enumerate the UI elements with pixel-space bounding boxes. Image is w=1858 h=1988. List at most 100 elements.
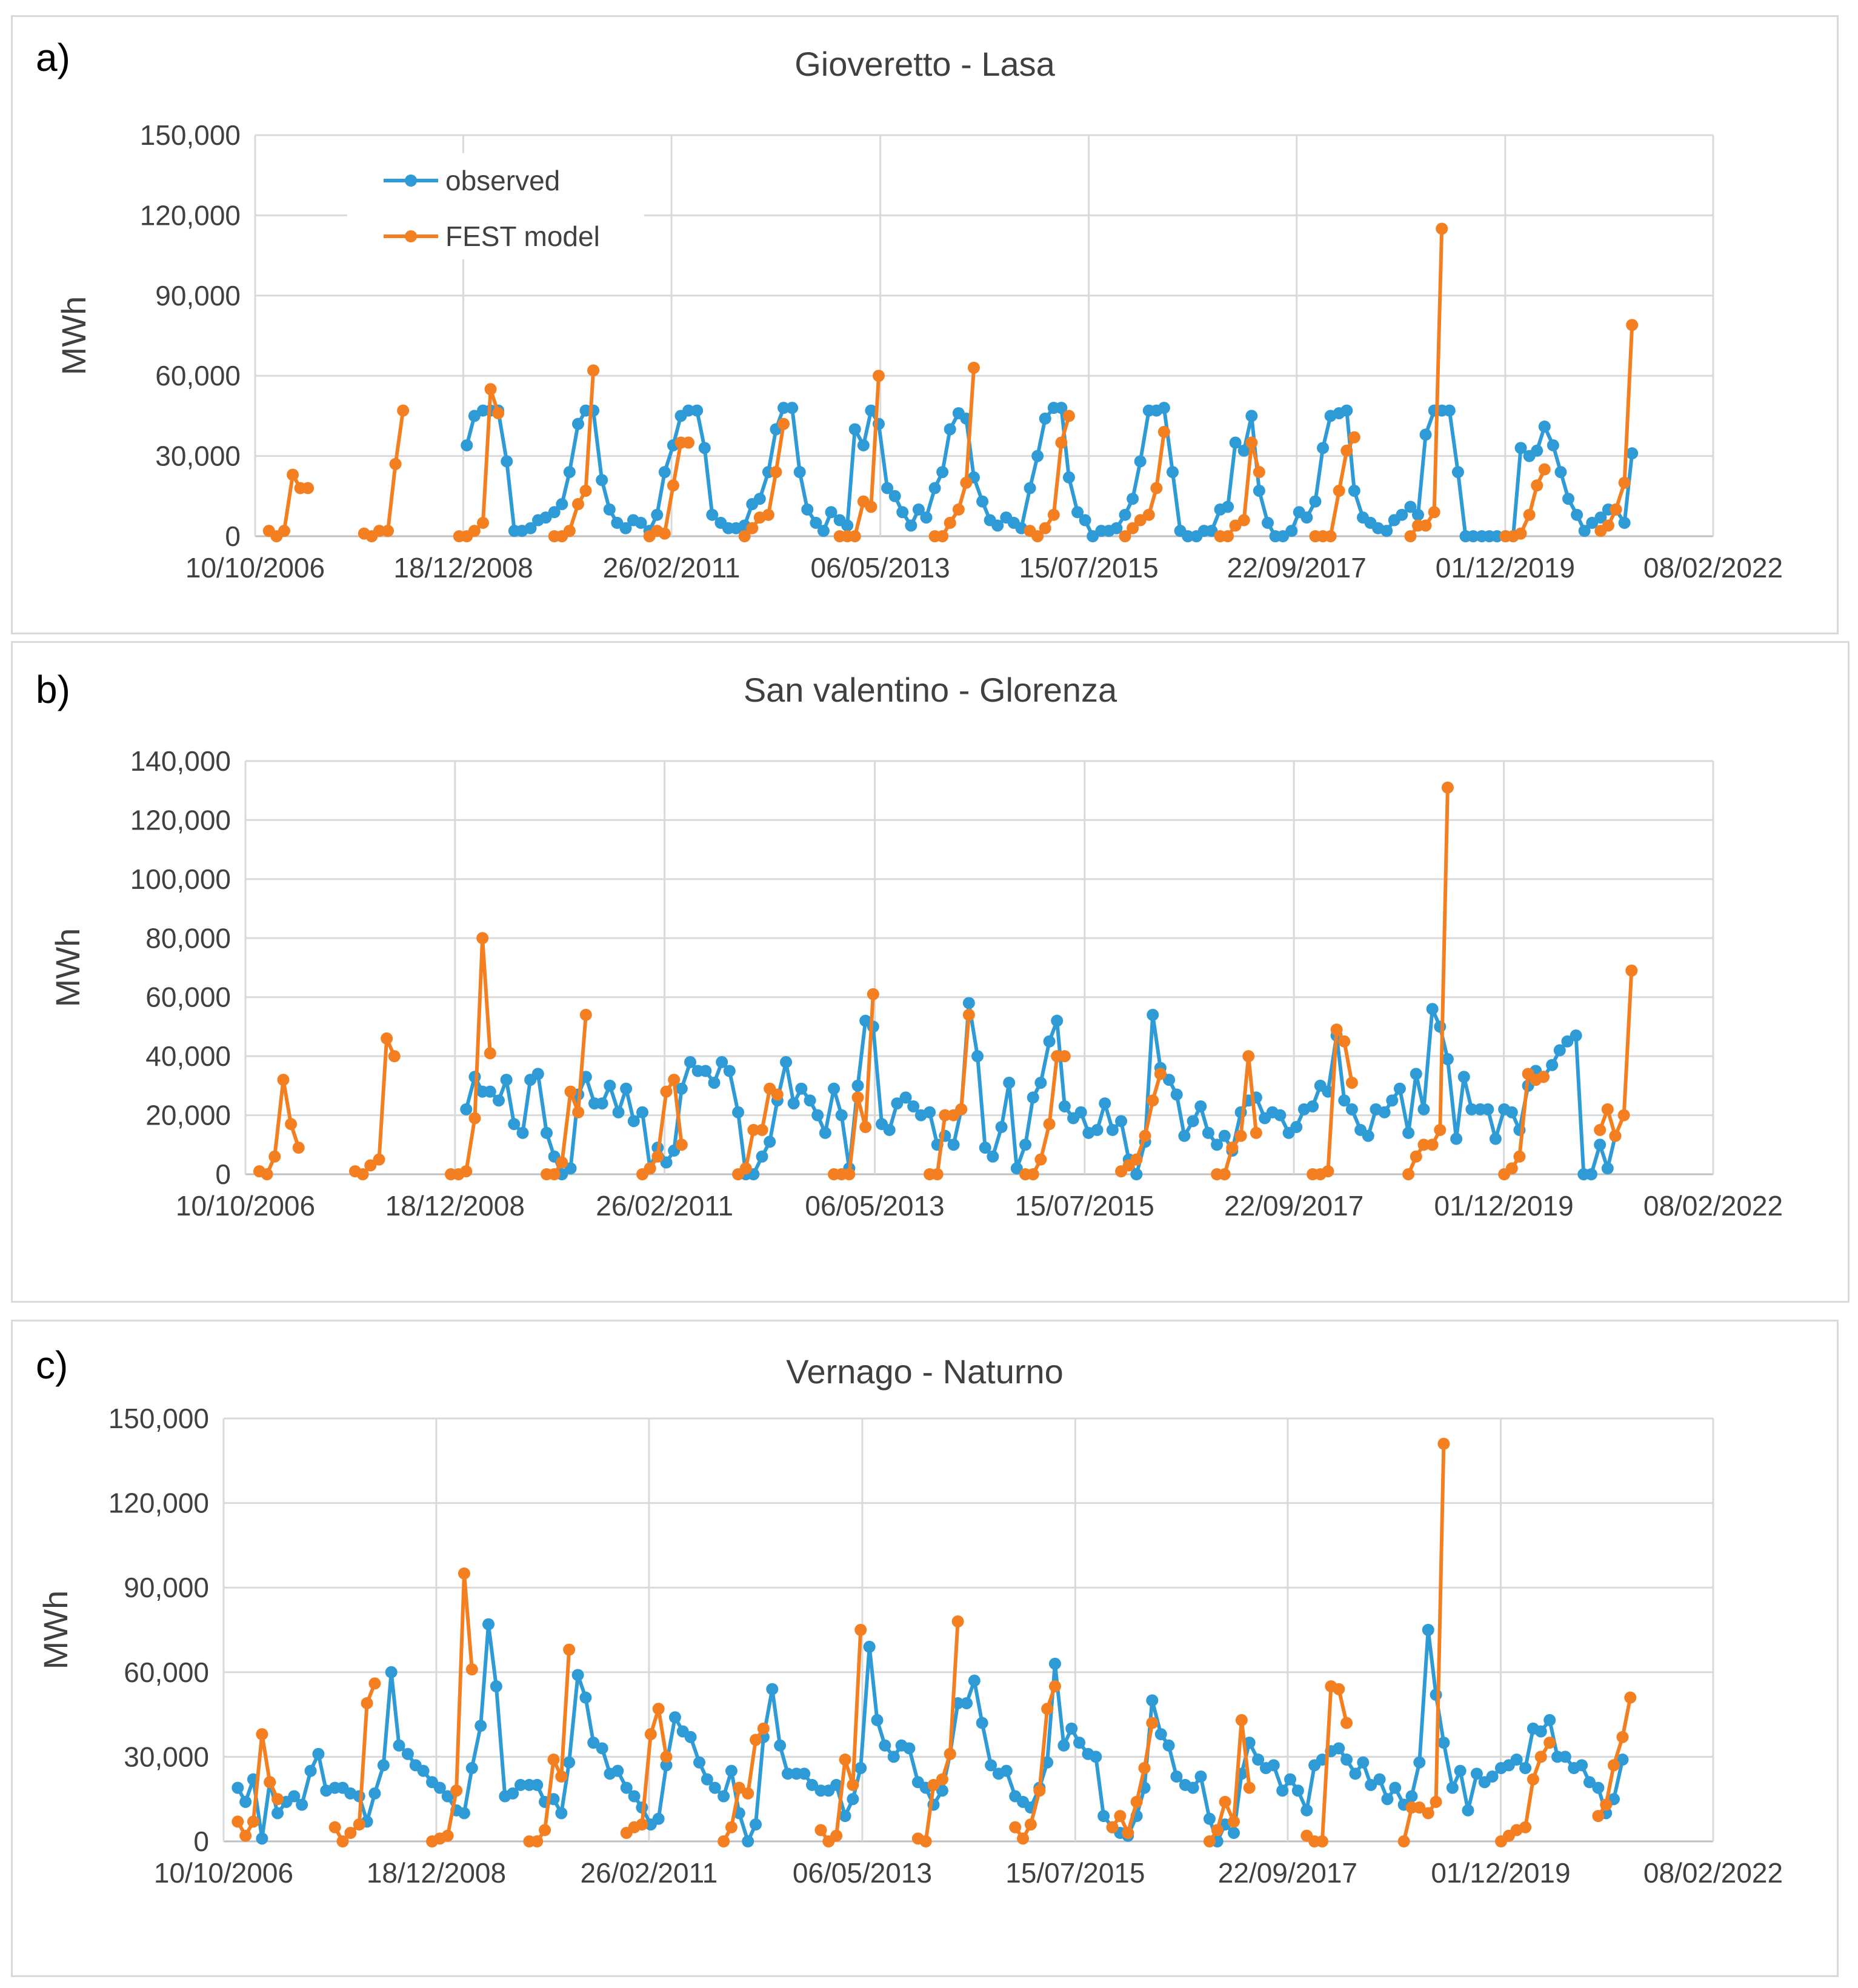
observed-series-point: [1412, 508, 1425, 521]
model-series-point: [962, 1008, 975, 1021]
observed-series-point: [682, 404, 695, 417]
model-series-line: [819, 1629, 863, 1843]
observed-series-point: [698, 442, 711, 454]
observed-series-point: [774, 1739, 787, 1752]
observed-series-point: [231, 1781, 244, 1794]
model-series-point: [742, 1787, 754, 1800]
observed-series-point: [385, 1666, 398, 1678]
model-series-point: [587, 364, 600, 377]
observed-series-point: [1531, 444, 1543, 457]
model-series-point: [247, 1815, 259, 1828]
y-axis-label: MWh: [55, 296, 93, 376]
model-series-point: [231, 1815, 244, 1828]
observed-series-point: [857, 439, 870, 451]
observed-series-point: [871, 1714, 884, 1726]
y-tick-label: 0: [225, 520, 241, 552]
y-tick-label: 100,000: [130, 863, 231, 895]
observed-series-point: [1043, 1035, 1056, 1048]
model-series-point: [356, 1168, 369, 1180]
model-series-point: [1245, 436, 1258, 449]
model-series-point: [1017, 1832, 1030, 1845]
observed-series-point: [1074, 1106, 1087, 1119]
observed-series-point: [675, 1082, 688, 1095]
model-series-point: [718, 1835, 730, 1847]
model-series-point: [1228, 1815, 1240, 1828]
observed-series-point: [1228, 1827, 1240, 1840]
model-series-point: [563, 525, 576, 537]
observed-series-point: [1451, 466, 1464, 479]
model-series-point: [960, 476, 973, 489]
observed-series-point: [847, 1793, 859, 1806]
observed-series-point: [1099, 1097, 1111, 1110]
model-series-point: [644, 1162, 656, 1175]
observed-series-point: [256, 1832, 268, 1845]
observed-series-point: [1039, 412, 1051, 425]
model-series-point: [1534, 1750, 1547, 1763]
model-series-point: [770, 466, 782, 479]
observed-series-point: [1211, 1139, 1224, 1151]
observed-series-point: [1450, 1132, 1463, 1145]
model-series-point: [373, 1153, 385, 1166]
observed-series-point: [936, 466, 949, 479]
observed-series-point: [368, 1787, 381, 1800]
observed-series-point: [1381, 1793, 1394, 1806]
observed-series-point: [239, 1795, 252, 1808]
model-series-line: [363, 410, 405, 538]
model-series-point: [1333, 484, 1345, 497]
observed-series-point: [482, 1618, 495, 1631]
model-series-point: [847, 1778, 859, 1791]
observed-series-point: [912, 503, 925, 516]
observed-series-point: [1443, 404, 1456, 417]
model-series-point: [1237, 514, 1250, 527]
chart-plot-area: 0 30,000 60,000 90,000 120,000 150,000 10/10/2…: [36, 1403, 1783, 1889]
observed-series-point: [1027, 1091, 1039, 1104]
observed-series-point: [1519, 1762, 1532, 1775]
panel-letter: c): [36, 1343, 68, 1387]
model-series-point: [1404, 530, 1417, 542]
y-tick-label: 30,000: [155, 440, 241, 472]
model-series-point: [1218, 1168, 1231, 1180]
observed-series-point: [691, 404, 704, 417]
y-tick-label: 90,000: [155, 280, 241, 311]
observed-series-point: [1055, 402, 1068, 414]
observed-series-point: [1267, 1759, 1280, 1772]
model-series-point: [725, 1821, 738, 1833]
observed-series-point: [777, 402, 790, 414]
observed-series-point: [1393, 1082, 1406, 1095]
model-series-point: [859, 1121, 872, 1134]
observed-series-point: [701, 1773, 713, 1786]
observed-series-line: [236, 1622, 1625, 1843]
model-series-point: [476, 516, 489, 529]
observed-series-point: [1290, 1121, 1303, 1134]
model-series-point: [777, 417, 790, 430]
observed-series-point: [1446, 1781, 1459, 1794]
observed-series-point: [684, 1730, 697, 1743]
model-series-point: [1618, 476, 1631, 489]
model-series-point: [1043, 1118, 1056, 1131]
panel-letter: a): [36, 36, 70, 79]
observed-series-point: [841, 519, 854, 532]
observed-series-point: [888, 490, 901, 502]
observed-series-point: [1410, 1068, 1422, 1080]
y-tick-label: 120,000: [130, 804, 231, 836]
model-series-point: [667, 479, 679, 492]
chart-panel-a: a) Gioveretto - Lasa 0 30,000 60,000 90,000…: [11, 15, 1839, 634]
model-series-point: [1024, 1818, 1037, 1831]
observed-series-point: [1182, 530, 1194, 542]
model-series-point: [927, 1778, 940, 1791]
observed-series-point: [896, 506, 909, 519]
observed-series-point: [1543, 1714, 1556, 1726]
model-series-point: [1428, 506, 1440, 519]
model-series-point: [967, 361, 980, 374]
model-series-point: [1417, 1139, 1430, 1151]
observed-series-point: [1486, 1770, 1499, 1783]
model-series-point: [564, 1085, 577, 1098]
model-series-point: [1130, 1153, 1143, 1166]
observed-series-point: [1285, 525, 1298, 537]
model-series-point: [668, 1074, 681, 1086]
model-series-point: [368, 1677, 381, 1690]
observed-series-point: [1079, 514, 1091, 527]
observed-series-point: [907, 1100, 920, 1112]
observed-series-point: [1090, 1750, 1102, 1763]
model-series-point: [450, 1784, 463, 1797]
